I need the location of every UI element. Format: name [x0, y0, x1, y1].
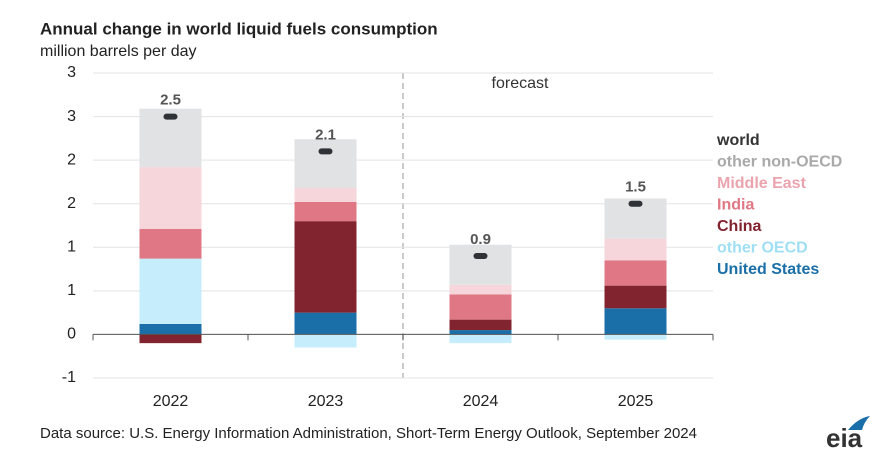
- forecast-annotation: forecast: [492, 75, 549, 92]
- legend-entry: United States: [717, 261, 819, 278]
- bar-segment: [449, 330, 512, 335]
- bar-segment: [604, 238, 667, 261]
- bar-segment: [449, 319, 512, 331]
- chart-title: Annual change in world liquid fuels cons…: [40, 19, 438, 38]
- y-tick-label: 2: [67, 151, 76, 168]
- bar-segment: [139, 323, 202, 335]
- total-marker: [628, 200, 643, 207]
- x-tick-label: 2022: [153, 393, 189, 410]
- bar-segment: [139, 167, 202, 229]
- source-note: Data source: U.S. Energy Information Adm…: [40, 425, 697, 442]
- y-tick-label: 2: [67, 195, 76, 212]
- bar-segment: [294, 139, 357, 189]
- logo-leaf: [848, 416, 870, 430]
- chart-subtitle: million barrels per day: [40, 43, 197, 60]
- bar-segment: [604, 308, 667, 335]
- total-marker: [163, 113, 178, 120]
- y-tick-label: -1: [62, 369, 76, 386]
- bar-segment: [294, 334, 357, 348]
- bar-segment: [604, 334, 667, 340]
- bar-segment: [294, 188, 357, 202]
- y-tick-label: 1: [67, 282, 76, 299]
- bar-segment: [449, 294, 512, 320]
- y-tick-label: 3: [67, 64, 76, 81]
- bar-segment: [449, 244, 512, 285]
- bar-segment: [294, 201, 357, 222]
- bar-segment: [604, 285, 667, 309]
- legend-entry: other OECD: [717, 240, 808, 257]
- bar-segment: [139, 334, 202, 344]
- bar-segment: [449, 334, 512, 344]
- total-label: 0.9: [470, 231, 491, 248]
- y-tick-label: 1: [67, 239, 76, 256]
- legend-entry: world: [716, 132, 760, 149]
- bar-segment: [294, 221, 357, 313]
- y-tick-label: 3: [67, 108, 76, 125]
- x-tick-label: 2025: [618, 393, 654, 410]
- y-tick-label: 0: [67, 326, 76, 343]
- bar-segment: [449, 284, 512, 295]
- x-tick-label: 2023: [308, 393, 344, 410]
- bar-segment: [294, 312, 357, 335]
- bar-segment: [604, 260, 667, 286]
- x-tick-label: 2024: [463, 393, 499, 410]
- total-label: 1.5: [625, 179, 646, 196]
- legend-entry: India: [717, 197, 754, 214]
- total-marker: [318, 148, 333, 155]
- bar-segment: [139, 258, 202, 324]
- legend-entry: China: [717, 218, 762, 235]
- total-label: 2.5: [160, 92, 181, 109]
- bar-segment: [139, 228, 202, 259]
- legend-entry: Middle East: [717, 175, 807, 192]
- total-label: 2.1: [315, 126, 336, 143]
- legend-entry: other non-OECD: [717, 154, 842, 171]
- total-marker: [473, 253, 488, 259]
